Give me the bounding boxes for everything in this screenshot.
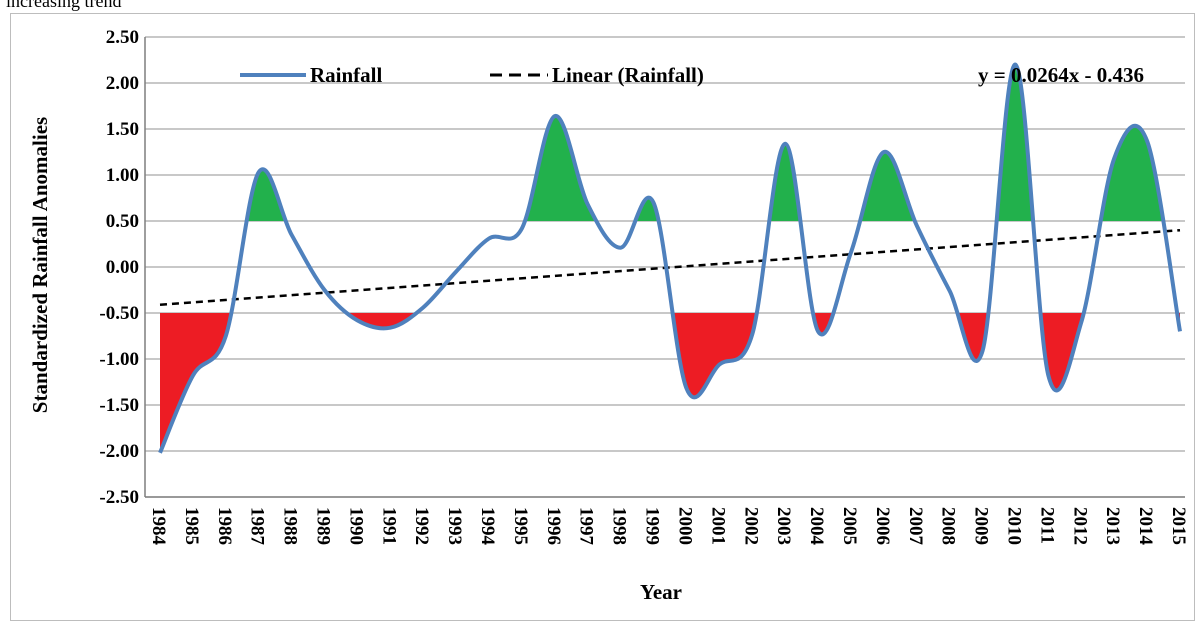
legend-rainfall-label: Rainfall (310, 63, 383, 87)
x-tick-label: 1998 (609, 507, 630, 545)
positive-anomaly-fill (160, 64, 1180, 221)
x-tick-label: 1995 (510, 507, 531, 545)
x-tick-label: 1997 (576, 507, 597, 546)
legend: Rainfall Linear (Rainfall) (240, 63, 704, 87)
y-tick-label: 2.00 (106, 73, 139, 94)
x-tick-label: 1988 (280, 507, 301, 545)
x-tick-labels: 1984 1985 1986 1987 1988 1989 1990 1991 1992 1993… (148, 507, 1189, 546)
x-tick-label: 2008 (938, 507, 959, 545)
x-tick-label: 2003 (773, 507, 794, 545)
header-text: increasing trend (6, 0, 122, 11)
x-tick-label: 1984 (148, 507, 169, 546)
x-tick-label: 2015 (1168, 507, 1189, 545)
y-tick-label: 1.00 (106, 165, 139, 186)
x-tick-label: 2004 (806, 507, 827, 546)
x-tick-label: 2000 (674, 507, 695, 545)
y-tick-label: 2.50 (106, 27, 139, 48)
legend-linear-label: Linear (Rainfall) (552, 63, 704, 87)
x-tick-label: 1996 (543, 507, 564, 545)
trendline-equation: y = 0.0264x - 0.436 (978, 63, 1144, 87)
x-tick-label: 1987 (247, 507, 268, 546)
y-tick-label: 1.50 (106, 119, 139, 140)
x-tick-label: 1994 (477, 507, 498, 546)
chart-frame (10, 13, 1195, 621)
axes (144, 37, 1185, 498)
x-tick-label: 2012 (1069, 507, 1090, 545)
x-tick-label: 2007 (905, 507, 926, 546)
y-tick-labels: 2.50 2.00 1.50 1.00 0.50 0.00 -0.50 -1.00 -1.50 -… (99, 27, 139, 508)
y-tick-label: -0.50 (99, 303, 139, 324)
x-tick-label: 1985 (181, 507, 202, 545)
x-tick-label: 1991 (378, 507, 399, 545)
x-axis-title: Year (640, 580, 682, 604)
y-tick-label: -2.50 (99, 487, 139, 508)
y-tick-label: 0.50 (106, 211, 139, 232)
y-tick-label: -1.50 (99, 395, 139, 416)
x-tick-label: 2001 (707, 507, 728, 545)
y-tick-label: -2.00 (99, 441, 139, 462)
x-tick-label: 1992 (411, 507, 432, 545)
x-tick-label: 2014 (1135, 507, 1156, 546)
x-tick-label: 1986 (214, 507, 235, 545)
x-tick-label: 1989 (313, 507, 334, 545)
linear-trend-line (159, 228, 1181, 306)
y-axis-title: Standardized Rainfall Anomalies (28, 117, 52, 413)
x-tick-label: 2013 (1102, 507, 1123, 545)
x-tick-label: 2006 (872, 507, 893, 545)
x-tick-label: 2005 (839, 507, 860, 545)
x-tick-label: 2010 (1003, 507, 1024, 545)
x-tick-label: 1999 (642, 507, 663, 545)
series-lines (158, 62, 1182, 454)
x-tick-label: 1993 (444, 507, 465, 545)
x-tick-label: 2002 (740, 507, 761, 545)
x-tick-label: 1990 (345, 507, 366, 545)
x-tick-label: 2011 (1036, 507, 1057, 544)
y-tick-label: -1.00 (99, 349, 139, 370)
y-tick-label: 0.00 (106, 257, 139, 278)
rainfall-line (158, 62, 1182, 454)
x-tick-label: 2009 (971, 507, 992, 545)
